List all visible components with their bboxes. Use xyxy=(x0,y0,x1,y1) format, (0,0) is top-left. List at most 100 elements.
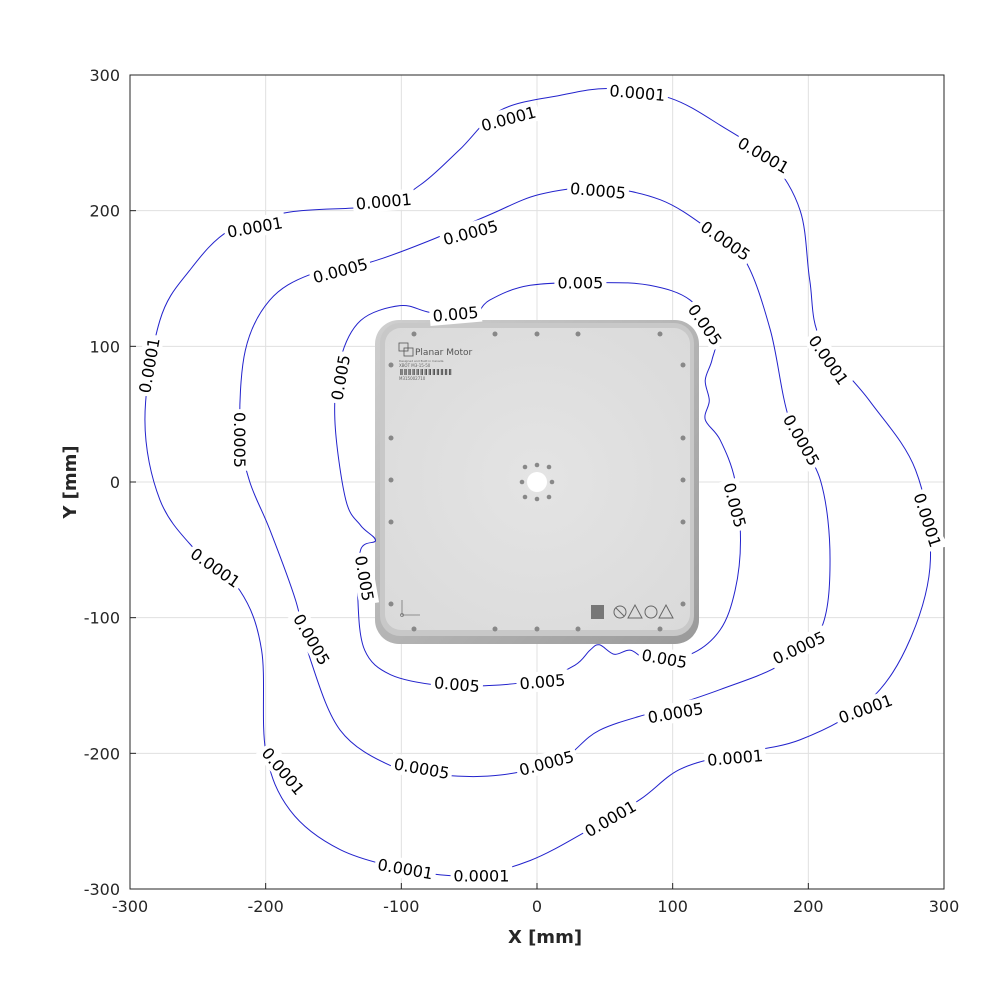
barcode-bar xyxy=(438,369,440,375)
barcode-bar xyxy=(442,369,444,375)
mounting-hole xyxy=(388,477,394,483)
barcode-bar xyxy=(428,369,430,375)
barcode-bar xyxy=(417,369,419,375)
contour-label-text: 0.0001 xyxy=(706,746,763,770)
y-tick-label: 0 xyxy=(110,473,120,492)
barcode-bar xyxy=(432,369,434,375)
contour-label: 0.0001 xyxy=(450,865,513,886)
contour-label: 0.0005 xyxy=(694,214,757,267)
contour-label: 0.005 xyxy=(325,350,355,405)
contour-label-bg xyxy=(731,130,796,180)
barcode-bar xyxy=(412,369,414,375)
contour-label: 0.0005 xyxy=(438,214,503,251)
center-bolt xyxy=(546,464,552,470)
contour-label: 0.0001 xyxy=(832,688,898,729)
contour-label-bg xyxy=(554,272,607,293)
contour-label: 0.0005 xyxy=(514,745,579,781)
x-tick-label: -200 xyxy=(248,897,284,916)
mounting-hole xyxy=(534,626,540,632)
contour-label: 0.0005 xyxy=(307,252,373,288)
contour-label-bg xyxy=(438,214,503,251)
contour-label-bg xyxy=(184,541,247,594)
contour-label: 0.0001 xyxy=(373,853,438,884)
contour-label: 0.0001 xyxy=(802,328,855,391)
contour-label-text: 0.0001 xyxy=(479,102,538,135)
contour-label: 0.0005 xyxy=(566,177,630,203)
contour-label: 0.0001 xyxy=(184,541,247,594)
contour-label-bg xyxy=(450,865,513,886)
barcode-bar xyxy=(420,369,422,375)
contour-label-text: 0.0005 xyxy=(311,254,370,287)
center-bolt xyxy=(534,462,540,468)
barcode-bar xyxy=(413,369,415,375)
contour-label-bg xyxy=(428,301,483,327)
contour-line-0.0005 xyxy=(239,186,831,778)
mounting-hole xyxy=(657,331,663,337)
contour-label-bg xyxy=(222,211,287,243)
mounting-hole xyxy=(680,519,686,525)
contour-label-text: 0.0001 xyxy=(836,691,895,728)
center-bolt xyxy=(534,496,540,502)
barcode-bar xyxy=(426,369,427,375)
contour-label-bg xyxy=(325,350,355,405)
x-tick-label: -100 xyxy=(383,897,419,916)
y-tick-label: 100 xyxy=(89,337,120,356)
contour-label-bg xyxy=(566,177,630,203)
barcode-bar xyxy=(430,369,431,375)
mounting-hole xyxy=(492,626,498,632)
center-bolt xyxy=(546,494,552,500)
x-tick-label: 200 xyxy=(793,897,824,916)
contour-label: 0.0001 xyxy=(578,794,642,843)
mounting-hole xyxy=(411,331,417,337)
contour-label-text: 0.0001 xyxy=(734,133,792,177)
contour-label-text: 0.0001 xyxy=(355,190,412,214)
contour-label-bg xyxy=(908,487,947,553)
contour-label-bg xyxy=(476,100,541,137)
contour-label-text: 0.0001 xyxy=(376,855,434,883)
qr-code-icon xyxy=(591,605,604,619)
contour-label: 0.0001 xyxy=(703,744,767,771)
contour-label-text: 0.0001 xyxy=(453,866,509,885)
x-tick-label: -300 xyxy=(112,897,148,916)
mounting-hole xyxy=(388,435,394,441)
mounting-hole xyxy=(492,331,498,337)
contour-label: 0.0001 xyxy=(222,211,287,243)
contour-label: 0.0001 xyxy=(908,487,947,553)
contour-label: 0.005 xyxy=(554,272,607,293)
mounting-holes xyxy=(388,331,686,632)
contour-label-bg xyxy=(605,79,669,106)
contour-label-bg xyxy=(682,297,729,352)
contour-label-text: 0.0005 xyxy=(569,179,626,203)
center-bolt xyxy=(522,494,528,500)
contour-label-bg xyxy=(515,669,570,694)
contour-label-bg xyxy=(578,794,642,843)
contour-label-bg xyxy=(373,853,438,884)
barcode-bar xyxy=(416,369,418,375)
barcode-bar xyxy=(444,369,446,375)
contour-label-text: 0.005 xyxy=(719,481,749,530)
device-subtitle: Designed and Built in Canada xyxy=(399,359,444,363)
contour-label: 0.0001 xyxy=(133,333,165,398)
y-axis-label: Y [mm] xyxy=(60,445,81,519)
barcode-bar xyxy=(440,369,442,375)
mounting-hole xyxy=(534,331,540,337)
barcode-bar xyxy=(401,369,403,375)
barcode-bar xyxy=(448,369,450,375)
contour-label: 0.0005 xyxy=(777,408,826,472)
barcode-bar xyxy=(421,369,423,375)
barcode-bar xyxy=(434,369,435,375)
barcode-bar xyxy=(450,369,452,375)
contour-label-bg xyxy=(307,252,373,288)
contour-label-text: 0.0001 xyxy=(609,81,666,105)
mounting-hole xyxy=(388,519,394,525)
barcode-bar xyxy=(446,369,448,375)
axes-glyph-icon xyxy=(400,600,420,617)
contour-label-bg xyxy=(352,188,416,214)
contour-label-bg xyxy=(802,328,855,391)
barcode-bar xyxy=(409,369,411,375)
contour-label-bg xyxy=(777,408,826,472)
contour-label: 0.0005 xyxy=(766,625,831,670)
contour-label-bg xyxy=(766,625,831,670)
x-tick-label: 100 xyxy=(657,897,688,916)
barcode-bar xyxy=(404,369,406,375)
